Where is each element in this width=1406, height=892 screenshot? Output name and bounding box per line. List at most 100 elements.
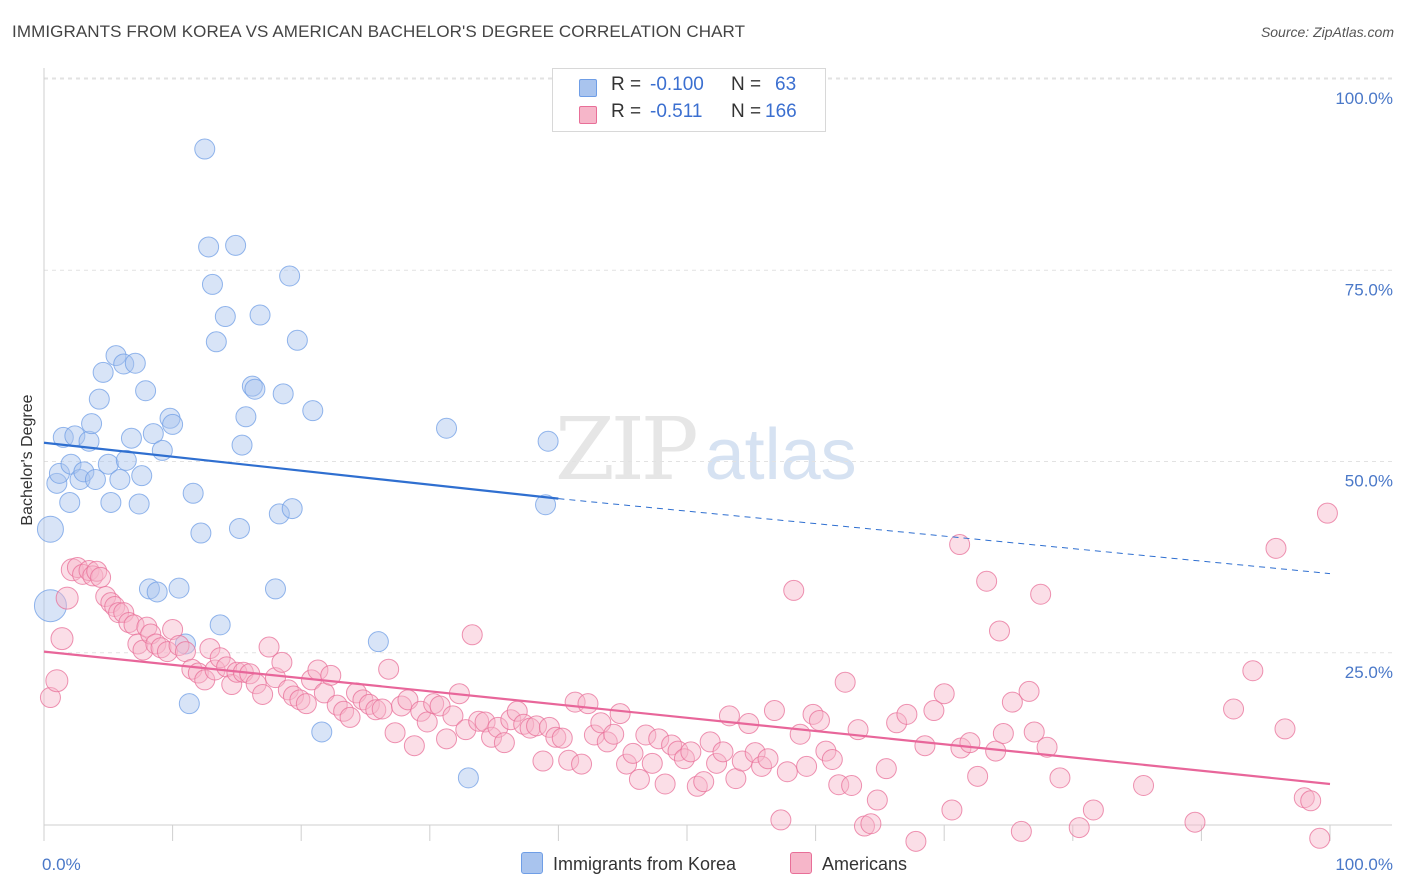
legend-swatch-korea [579, 79, 597, 97]
point-korea [146, 581, 168, 603]
point-americans [461, 624, 483, 646]
point-americans [776, 761, 798, 783]
point-americans [50, 627, 74, 651]
point-americans [731, 750, 753, 772]
point-americans [1036, 736, 1058, 758]
legend-swatch-americans [579, 106, 597, 124]
point-americans [712, 741, 734, 763]
point-americans [150, 637, 172, 659]
point-americans [914, 735, 936, 757]
point-americans [680, 741, 702, 763]
point-korea [190, 522, 212, 544]
point-korea [174, 633, 196, 655]
point-americans [1018, 680, 1040, 702]
point-korea [142, 423, 164, 445]
point-korea [109, 469, 131, 490]
bottom-legend-americans: Americans [790, 852, 907, 875]
point-korea [205, 331, 227, 353]
point-americans [802, 703, 824, 725]
point-americans [55, 586, 79, 610]
point-americans [1242, 660, 1264, 682]
point-americans [941, 799, 963, 821]
point-americans [403, 735, 425, 757]
point-americans [1184, 811, 1206, 833]
point-americans [577, 693, 599, 715]
point-korea [209, 614, 231, 636]
point-americans [289, 689, 311, 711]
point-americans [866, 789, 888, 811]
legend-r-label: R = [611, 74, 642, 95]
point-americans [628, 768, 650, 790]
point-americans [1010, 820, 1032, 842]
point-korea [241, 375, 263, 397]
point-americans [500, 709, 522, 731]
point-americans [693, 771, 715, 793]
point-americans [763, 700, 785, 722]
point-korea [178, 693, 200, 715]
point-korea [128, 493, 150, 515]
point-americans [391, 695, 413, 717]
point-korea [113, 353, 135, 375]
point-americans [1133, 775, 1155, 796]
bottom-legend-swatch-americans [790, 852, 812, 874]
point-americans [156, 641, 178, 663]
legend-r-label: R = [611, 101, 642, 122]
y-tick-label: 25.0% [1345, 663, 1393, 682]
point-americans [378, 658, 400, 680]
point-korea [201, 273, 223, 295]
point-americans [905, 830, 927, 852]
point-korea [249, 304, 271, 326]
point-korea [436, 417, 458, 439]
x-tick-label: 0.0% [42, 855, 81, 874]
legend-r-value: -0.511 [650, 101, 703, 122]
point-korea [182, 482, 204, 504]
point-korea [59, 491, 81, 513]
point-americans [1001, 691, 1023, 713]
point-americans [770, 809, 792, 831]
watermark-zip: ZIP [555, 400, 699, 500]
legend-r-value: -0.100 [650, 74, 704, 95]
chart-title: IMMIGRANTS FROM KOREA VS AMERICAN BACHEL… [12, 22, 746, 41]
point-americans [959, 732, 981, 754]
point-americans [1023, 721, 1045, 743]
point-americans [384, 722, 406, 744]
source-label: Source: ZipAtlas.com [1260, 24, 1394, 40]
point-americans [992, 722, 1014, 744]
y-tick-label: 75.0% [1345, 280, 1393, 299]
point-americans [757, 748, 779, 770]
legend-n-label: N = [731, 74, 762, 95]
point-americans [661, 734, 683, 756]
point-americans [648, 728, 670, 750]
point-korea [120, 427, 142, 449]
point-americans [545, 726, 567, 748]
point-americans [706, 752, 728, 774]
point-americans [949, 534, 971, 556]
point-korea [214, 306, 236, 328]
point-korea [535, 494, 557, 516]
point-korea [100, 491, 122, 513]
point-americans [39, 687, 61, 709]
correlation-legend: R = -0.100 N = 63 R = -0.511 N = 166 [552, 68, 826, 132]
point-americans [875, 758, 897, 780]
x-tick-label: 100.0% [1335, 855, 1393, 874]
point-americans [583, 724, 605, 746]
point-americans [295, 693, 317, 715]
point-americans [455, 719, 477, 741]
point-korea [84, 469, 106, 490]
point-korea [135, 380, 157, 402]
point-korea [198, 236, 220, 258]
point-americans [326, 694, 348, 716]
point-americans [282, 685, 304, 707]
point-korea [537, 430, 559, 452]
point-korea [225, 234, 247, 256]
point-americans [808, 709, 830, 731]
y-tick-label: 100.0% [1335, 89, 1393, 108]
point-americans [834, 671, 856, 693]
point-americans [896, 703, 918, 725]
point-korea [131, 465, 153, 487]
point-americans [789, 723, 811, 745]
bottom-legend-swatch-korea [521, 852, 543, 874]
point-americans [815, 740, 837, 762]
point-americans [1300, 790, 1322, 812]
